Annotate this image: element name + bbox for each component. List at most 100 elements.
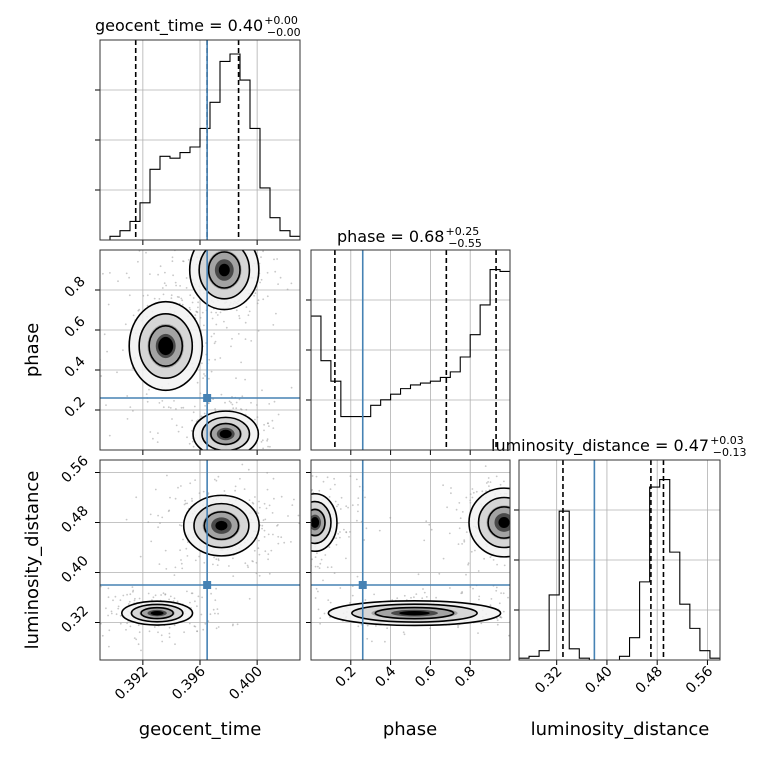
sample-point bbox=[84, 437, 86, 439]
sample-point bbox=[162, 293, 165, 296]
hist-panel-geocent-time bbox=[95, 39, 301, 245]
sample-point bbox=[184, 499, 187, 502]
sample-point bbox=[105, 404, 107, 406]
sample-point bbox=[337, 503, 340, 506]
sample-point bbox=[221, 212, 223, 214]
sample-point bbox=[166, 474, 168, 477]
sample-point bbox=[189, 601, 191, 604]
sample-point bbox=[307, 506, 309, 508]
sample-point bbox=[221, 242, 223, 244]
sample-point bbox=[262, 447, 264, 450]
sample-point bbox=[548, 502, 550, 504]
sample-point bbox=[263, 429, 265, 432]
sample-point bbox=[162, 406, 165, 409]
sample-point bbox=[220, 393, 223, 396]
sample-point bbox=[214, 358, 217, 361]
sample-point bbox=[260, 441, 263, 443]
sample-point bbox=[227, 488, 229, 490]
truth-marker bbox=[203, 581, 212, 589]
sample-point bbox=[132, 314, 135, 317]
sample-point bbox=[254, 557, 256, 559]
sample-point bbox=[337, 522, 340, 525]
sample-point bbox=[107, 587, 110, 590]
sample-point bbox=[247, 237, 249, 239]
sample-point bbox=[204, 375, 207, 377]
sample-point bbox=[264, 518, 267, 521]
sample-point bbox=[258, 506, 261, 509]
sample-point bbox=[128, 600, 131, 603]
sample-point bbox=[291, 504, 294, 506]
sample-point bbox=[499, 616, 502, 619]
sample-point bbox=[161, 640, 164, 643]
sample-point bbox=[177, 486, 179, 489]
sample-point bbox=[214, 408, 217, 410]
sample-point bbox=[457, 626, 459, 629]
sample-point bbox=[255, 458, 257, 460]
sample-point bbox=[213, 342, 216, 345]
sample-point bbox=[201, 203, 203, 205]
sample-point bbox=[164, 593, 167, 595]
sample-point bbox=[248, 499, 251, 501]
sample-point bbox=[286, 241, 288, 243]
sample-point bbox=[261, 389, 263, 392]
sample-point bbox=[536, 539, 538, 541]
sample-point bbox=[335, 543, 338, 546]
sample-point bbox=[165, 284, 168, 287]
sample-point bbox=[176, 230, 178, 232]
sample-point bbox=[157, 526, 160, 529]
sample-point bbox=[287, 549, 289, 551]
panel-frame bbox=[310, 459, 511, 661]
sample-point bbox=[139, 555, 142, 558]
sample-point bbox=[169, 496, 171, 499]
sample-point bbox=[323, 612, 326, 615]
sample-point bbox=[202, 377, 205, 380]
sample-point bbox=[191, 242, 193, 244]
contour-line-2 bbox=[148, 325, 184, 367]
sample-point bbox=[263, 527, 265, 529]
sample-point bbox=[188, 622, 191, 625]
sample-point bbox=[175, 284, 178, 287]
sample-point bbox=[188, 306, 191, 309]
sample-point bbox=[293, 617, 295, 619]
sample-point bbox=[317, 608, 320, 611]
sample-point bbox=[489, 556, 492, 559]
sample-point bbox=[457, 543, 460, 545]
sample-point bbox=[267, 445, 269, 448]
sample-point bbox=[307, 483, 309, 485]
sample-point bbox=[194, 314, 197, 316]
sample-point bbox=[243, 488, 246, 490]
sample-point bbox=[203, 373, 205, 375]
sample-point bbox=[256, 302, 259, 305]
panel-frame bbox=[310, 249, 511, 451]
sample-point bbox=[531, 613, 533, 615]
sample-point bbox=[161, 516, 164, 519]
sample-point bbox=[244, 338, 247, 340]
sample-point bbox=[248, 310, 251, 313]
sample-point bbox=[214, 599, 217, 602]
sample-point bbox=[201, 234, 203, 236]
sample-point bbox=[539, 490, 541, 492]
sample-point bbox=[132, 410, 134, 412]
sample-point bbox=[461, 543, 463, 545]
sample-point bbox=[236, 623, 239, 626]
sample-point bbox=[485, 482, 488, 484]
sample-point bbox=[210, 590, 212, 592]
sample-point bbox=[117, 605, 120, 608]
sample-point bbox=[260, 256, 262, 258]
sample-point bbox=[172, 600, 175, 603]
sample-point bbox=[523, 511, 525, 513]
sample-point bbox=[149, 431, 152, 433]
sample-point bbox=[531, 510, 533, 512]
sample-point bbox=[183, 503, 186, 506]
sample-point bbox=[305, 337, 307, 339]
density-layer bbox=[100, 463, 300, 652]
density-core bbox=[218, 263, 230, 277]
sample-point bbox=[116, 371, 118, 374]
sample-point bbox=[537, 492, 539, 494]
sample-point bbox=[244, 378, 247, 381]
sample-point bbox=[171, 418, 173, 420]
sample-point bbox=[135, 496, 138, 499]
sample-point bbox=[271, 512, 274, 514]
sample-point bbox=[222, 192, 224, 194]
sample-point bbox=[191, 419, 194, 422]
